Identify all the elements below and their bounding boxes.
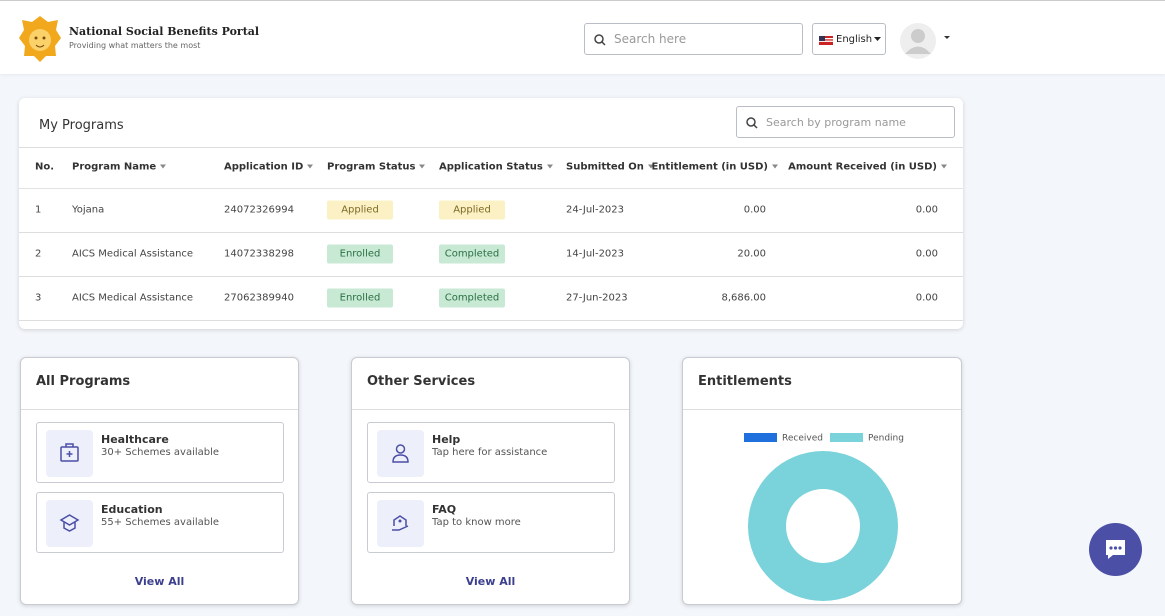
legend-label: Received (782, 434, 823, 444)
table-cell: 24-Jul-2023 (566, 204, 625, 216)
item-subtitle: Tap to know more (432, 517, 521, 528)
my-programs-card: My Programs Search by program name No. Pr… (19, 98, 963, 329)
search-box[interactable]: Search here (584, 23, 803, 55)
language: English (836, 34, 873, 45)
table-cell: 14072338298 (224, 248, 294, 260)
card-title: My Programs (39, 118, 124, 133)
top-bar: National Social Benefits Portal Providin… (0, 0, 1165, 74)
icon (392, 515, 409, 531)
icon (59, 514, 80, 532)
table-cell: Yojana (72, 204, 105, 216)
table-cell: 2 (35, 248, 42, 260)
table-cell: 1 (35, 204, 42, 216)
language-select[interactable]: English (812, 23, 886, 55)
status-badge: Enrolled (327, 288, 393, 308)
search-placeholder: Search here (614, 32, 687, 46)
table-cell: 0.00 (915, 248, 938, 260)
status-badge: Completed (439, 288, 505, 308)
table-cell: 8,686.00 (721, 292, 766, 304)
table-cell: 0.00 (915, 204, 938, 216)
logo[interactable] (18, 14, 62, 64)
column-header[interactable]: Program Status (327, 162, 425, 173)
column-header[interactable]: Amount Received (in USD) (788, 162, 947, 173)
icon-box (46, 500, 93, 547)
legend-swatch (744, 433, 777, 442)
row-divider (19, 276, 963, 277)
search-placeholder: Search by program name (766, 116, 906, 129)
icon-box (377, 430, 424, 477)
icon-box (46, 430, 93, 477)
flag (819, 36, 833, 45)
column-header[interactable]: Application Status (439, 162, 553, 173)
other-services-card: Other Services Help Tap here for assistanc… (351, 357, 630, 605)
table-cell: 27-Jun-2023 (566, 292, 628, 304)
program-search[interactable]: Search by program name (736, 106, 955, 138)
chat-button[interactable] (1089, 523, 1142, 576)
search-icon (594, 34, 606, 46)
divider (19, 188, 963, 189)
item-subtitle: 55+ Schemes available (101, 517, 220, 528)
icon-box (377, 500, 424, 547)
search-icon (746, 117, 758, 129)
service-item[interactable]: Education 55+ Schemes available (36, 492, 284, 553)
item-title: Healthcare (101, 433, 169, 446)
item-subtitle: 30+ Schemes available (101, 447, 220, 458)
chart: Received Pending (744, 433, 904, 601)
icon (392, 444, 409, 463)
portal-subtitle: Providing what matters the most (69, 41, 201, 50)
column-header[interactable]: No. (35, 161, 55, 173)
card-title: Entitlements (698, 374, 792, 389)
divider (683, 409, 961, 410)
column-header[interactable]: Program Name (72, 162, 166, 173)
view-all-link[interactable]: View All (465, 575, 516, 588)
item-title: Help (432, 433, 461, 446)
column-header[interactable]: Entitlement (in USD) (651, 162, 778, 173)
divider (19, 147, 963, 148)
status-badge: Applied (439, 200, 505, 220)
service-item[interactable]: Healthcare 30+ Schemes available (36, 422, 284, 483)
entitlements-card: Entitlements Received Pending (682, 357, 962, 605)
table-cell: 27062389940 (224, 292, 294, 304)
table-cell: 0.00 (915, 292, 938, 304)
table-cell: 20.00 (737, 248, 766, 260)
item-subtitle: Tap here for assistance (432, 447, 548, 458)
service-item[interactable]: Help Tap here for assistance (367, 422, 615, 483)
service-item[interactable]: FAQ Tap to know more (367, 492, 615, 553)
table-cell: 3 (35, 292, 42, 304)
caret (874, 37, 881, 41)
column-header[interactable]: Application ID (224, 162, 313, 173)
divider (21, 409, 298, 410)
legend-swatch (830, 433, 863, 442)
view-all-link[interactable]: View All (134, 575, 185, 588)
doughnut-slice (748, 451, 898, 601)
table-cell: AICS Medical Assistance (72, 248, 194, 260)
avatar[interactable] (900, 21, 954, 61)
table-cell: AICS Medical Assistance (72, 292, 194, 304)
status-badge: Enrolled (327, 244, 393, 264)
status-badge: Applied (327, 200, 393, 220)
table-cell: 14-Jul-2023 (566, 248, 625, 260)
portal-title: National Social Benefits Portal (69, 25, 260, 38)
row-divider (19, 320, 963, 321)
legend-label: Pending (868, 434, 904, 444)
all-programs-card: All Programs Healthcare 30+ Schemes availa… (20, 357, 299, 605)
icon (60, 443, 79, 462)
table-cell: 0.00 (743, 204, 766, 216)
divider (352, 409, 629, 410)
card-title: All Programs (36, 374, 131, 389)
table-cell: 24072326994 (224, 204, 294, 216)
card-title: Other Services (367, 374, 476, 389)
item-title: Education (101, 503, 163, 516)
row-divider (19, 232, 963, 233)
status-badge: Completed (439, 244, 505, 264)
item-title: FAQ (432, 503, 457, 516)
column-header[interactable]: Submitted On (566, 162, 654, 173)
